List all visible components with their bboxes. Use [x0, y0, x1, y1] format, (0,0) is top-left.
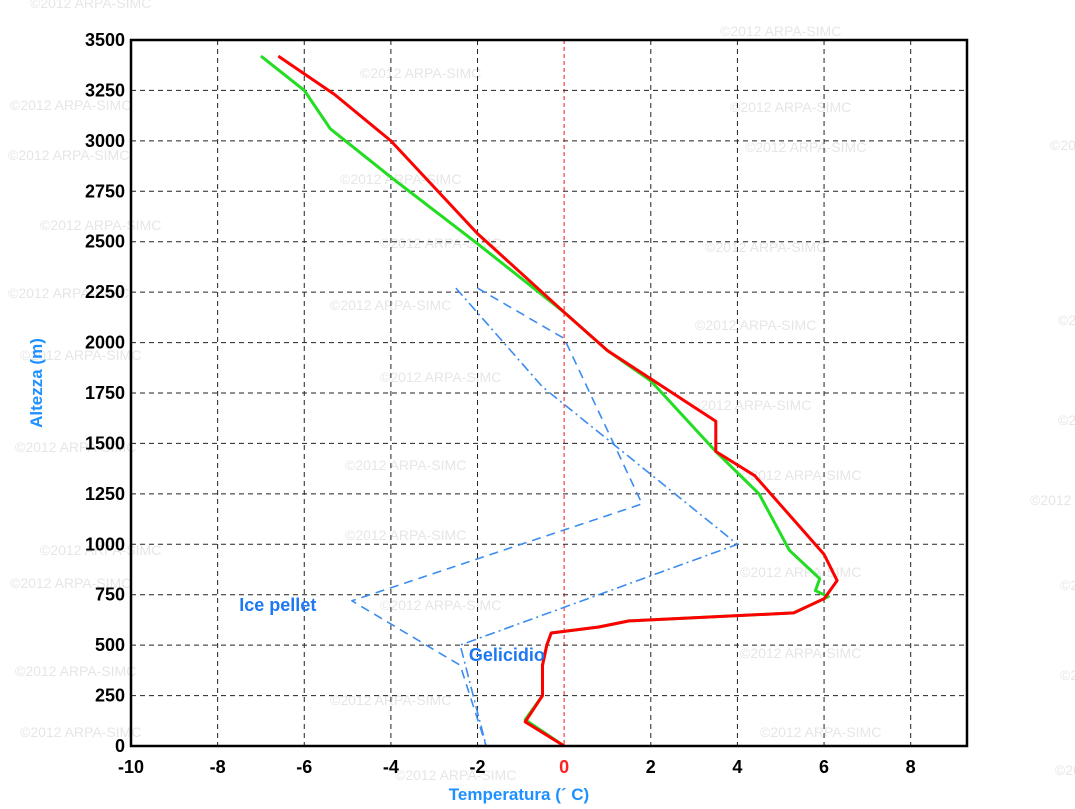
y-tick-label: 500	[95, 635, 125, 655]
x-tick-label: 2	[646, 757, 656, 777]
series-line-1	[277, 54, 839, 748]
watermark-text: ©2012 ARPA-SIMC	[8, 285, 129, 301]
watermark-text: ©2012 ARPA-SIMC	[8, 147, 129, 163]
watermark-text: ©2012 ARPA-SIMC	[740, 467, 861, 483]
watermark-text: ©2012 ARPA-SIMC	[1030, 492, 1075, 508]
watermark-text: ©2012 ARPA-SIMC	[760, 724, 881, 740]
watermark-text: ©2012 ARPA-SIMC	[720, 23, 841, 39]
watermark-text: ©2012 ARPA-SIMC	[20, 347, 141, 363]
watermark-text: ©2012 ARPA-SIMC	[345, 457, 466, 473]
x-tick-label: 0	[559, 757, 569, 777]
tick-labels: -10 -8 -6 -4 -2 0 2 4 6 8 0 250 500 750 1000 1250 1500 17…	[85, 30, 916, 777]
annotation-label: Ice pellet	[239, 595, 316, 615]
y-tick-label: 750	[95, 585, 125, 605]
x-tick-label: 6	[819, 757, 829, 777]
series-layer	[259, 54, 839, 748]
y-axis-title: Altezza (m)	[27, 338, 46, 428]
annotation-label: Gelicidio	[469, 645, 545, 665]
watermark-text: ©2012 ARPA-SIMC	[380, 597, 501, 613]
watermark-text: ©2012 ARPA-SIMC	[1058, 412, 1075, 428]
y-tick-label: 3250	[85, 80, 125, 100]
watermark-text: ©2012 ARPA-SIMC	[30, 0, 151, 11]
watermark-text: ©2012 ARPA-SIMC	[730, 99, 851, 115]
annotations-layer: Ice pellet Gelicidio	[239, 595, 545, 665]
watermark-text: ©2012 ARPA-SIMC	[1050, 137, 1075, 153]
x-tick-label: -10	[118, 757, 144, 777]
x-tick-label: -2	[470, 757, 486, 777]
watermark-text: ©2012 ARPA-SIMC	[1055, 762, 1075, 778]
y-tick-label: 2500	[85, 232, 125, 252]
watermark-layer: ©2012 ARPA-SIMC ©2012 ARPA-SIMC ©2012 ARPA…	[8, 0, 1075, 783]
watermark-text: ©2012 ARPA-SIMC	[10, 97, 131, 113]
watermark-text: ©2012 ARPA-SIMC	[10, 575, 131, 591]
y-tick-label: 1500	[85, 433, 125, 453]
series-line-3	[351, 287, 643, 747]
watermark-text: ©2012 ARPA-SIMC	[345, 527, 466, 543]
watermark-text: ©2012 ARPA-SIMC	[360, 65, 481, 81]
y-tick-label: 2750	[85, 181, 125, 201]
watermark-text: ©2012 ARPA-SIMC	[1060, 577, 1075, 593]
series-line-4	[455, 287, 739, 747]
grid-lines	[131, 40, 967, 746]
x-axis-title: Temperatura (´ C)	[449, 785, 589, 804]
watermark-text: ©2012 ARPA-SIMC	[690, 397, 811, 413]
y-tick-label: 3500	[85, 30, 125, 50]
x-tick-label: 4	[732, 757, 742, 777]
watermark-text: ©2012 ARPA-SIMC	[745, 139, 866, 155]
y-tick-label: 3000	[85, 131, 125, 151]
y-tick-label: 1000	[85, 534, 125, 554]
watermark-text: ©2012 ARPA-SIMC	[15, 439, 136, 455]
watermark-text: ©2012 ARPA-SIMC	[740, 645, 861, 661]
watermark-text: ©2012 ARPA-SIMC	[395, 767, 516, 783]
x-tick-label: -4	[383, 757, 399, 777]
watermark-text: ©2012 ARPA-SIMC	[15, 663, 136, 679]
y-tick-label: 2250	[85, 282, 125, 302]
watermark-text: ©2012 ARPA-SIMC	[20, 724, 141, 740]
x-tick-label: -8	[210, 757, 226, 777]
y-tick-label: 1750	[85, 383, 125, 403]
watermark-text: ©2012 ARPA-SIMC	[1060, 667, 1075, 683]
x-tick-label: -6	[296, 757, 312, 777]
x-tick-label: 8	[906, 757, 916, 777]
y-tick-label: 2000	[85, 333, 125, 353]
y-tick-label: 1250	[85, 484, 125, 504]
watermark-text: ©2012 ARPA-SIMC	[380, 369, 501, 385]
plot-frame	[129, 38, 969, 748]
y-tick-label: 0	[115, 736, 125, 756]
watermark-text: ©2012 ARPA-SIMC	[1058, 312, 1075, 328]
watermark-text: ©2012 ARPA-SIMC	[705, 239, 826, 255]
watermark-text: ©2012 ARPA-SIMC	[740, 564, 861, 580]
y-tick-label: 250	[95, 686, 125, 706]
watermark-text: ©2012 ARPA-SIMC	[695, 317, 816, 333]
watermark-text: ©2012 ARPA-SIMC	[40, 217, 161, 233]
